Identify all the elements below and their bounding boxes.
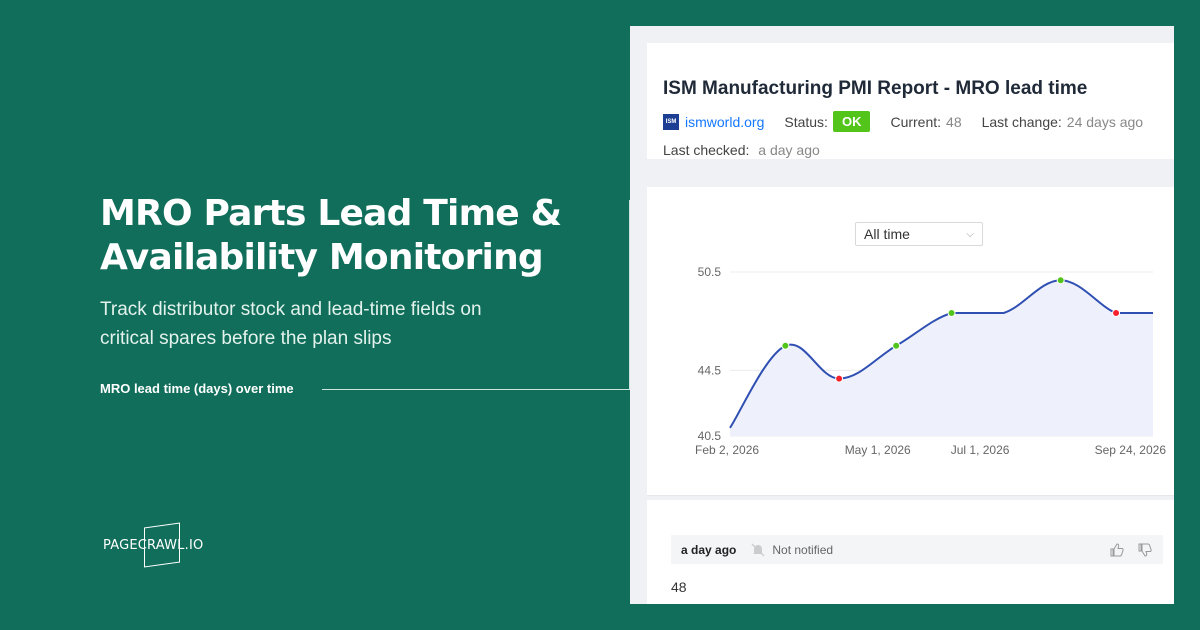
logo-text: PAGECRAWL.IO [103, 538, 204, 553]
data-point [892, 341, 901, 350]
chart-card: All time ⌵ 50.5 44.5 40.5 Feb 2, 2026 May 1,… [647, 187, 1174, 496]
site-link[interactable]: ismworld.org [685, 113, 765, 130]
hero-title: MRO Parts Lead Time & Availability Monit… [100, 192, 600, 280]
activity-card: a day ago Not notified 48 [647, 500, 1174, 604]
x-tick-label: Jul 1, 2026 [951, 443, 1010, 457]
notified-status: Not notified [772, 542, 834, 557]
data-point [947, 309, 956, 317]
y-tick-label: 44.5 [698, 363, 722, 377]
thumbs-up-icon[interactable] [1109, 542, 1125, 558]
app-panel: ISM Manufacturing PMI Report - MRO lead … [630, 26, 1174, 604]
activity-time: a day ago [681, 542, 737, 557]
y-tick-label: 40.5 [698, 429, 722, 443]
hero-subtitle: Track distributor stock and lead-time fi… [100, 295, 570, 353]
data-point [1056, 276, 1065, 285]
y-tick-label: 50.5 [698, 265, 722, 279]
hero-subtitle-line2: critical spares before the plan slips [100, 328, 392, 349]
connector-line [322, 389, 630, 390]
x-tick-label: Sep 24, 2026 [1095, 443, 1167, 457]
last-checked-label: Last checked: [663, 142, 750, 158]
bell-off-icon [751, 543, 765, 556]
connector-vertical [629, 200, 630, 390]
last-checked-row: Last checked: a day ago [663, 142, 840, 158]
hero-title-line2: Availability Monitoring [100, 237, 544, 278]
hero-title-line1: MRO Parts Lead Time & [100, 193, 562, 234]
activity-row: a day ago Not notified [671, 535, 1163, 564]
activity-value: 48 [671, 579, 687, 595]
monitor-title: ISM Manufacturing PMI Report - MRO lead … [663, 78, 1088, 99]
feedback-buttons [1109, 542, 1153, 558]
x-tick-label: Feb 2, 2026 [695, 443, 759, 457]
status-badge: OK [832, 111, 871, 132]
last-change-value: 24 days ago [1066, 113, 1144, 130]
data-point [1112, 309, 1121, 317]
data-point [835, 374, 844, 383]
time-range-select[interactable]: All time ⌵ [855, 222, 983, 246]
thumbs-down-icon[interactable] [1137, 542, 1153, 558]
series-line [729, 279, 1153, 429]
last-checked-value: a day ago [758, 142, 820, 158]
x-tick-label: May 1, 2026 [845, 443, 911, 457]
status-label: Status: [784, 113, 828, 130]
series-area [730, 280, 1153, 436]
chevron-down-icon: ⌵ [966, 228, 974, 240]
data-point [781, 341, 790, 350]
connector-label: MRO lead time (days) over time [100, 381, 294, 396]
site-favicon-icon: ISM [663, 113, 679, 130]
current-value: 48 [946, 113, 962, 130]
last-change-label: Last change: [981, 113, 1062, 130]
time-range-value: All time [864, 226, 910, 242]
current-label: Current: [890, 113, 942, 130]
pagecrawl-logo[interactable]: PAGECRAWL.IO [100, 522, 220, 569]
meta-row: ISM ismworld.org Status: OK Current: 48 … [663, 111, 1163, 132]
hero-subtitle-line1: Track distributor stock and lead-time fi… [100, 299, 482, 320]
monitor-info-card: ISM Manufacturing PMI Report - MRO lead … [647, 43, 1174, 159]
